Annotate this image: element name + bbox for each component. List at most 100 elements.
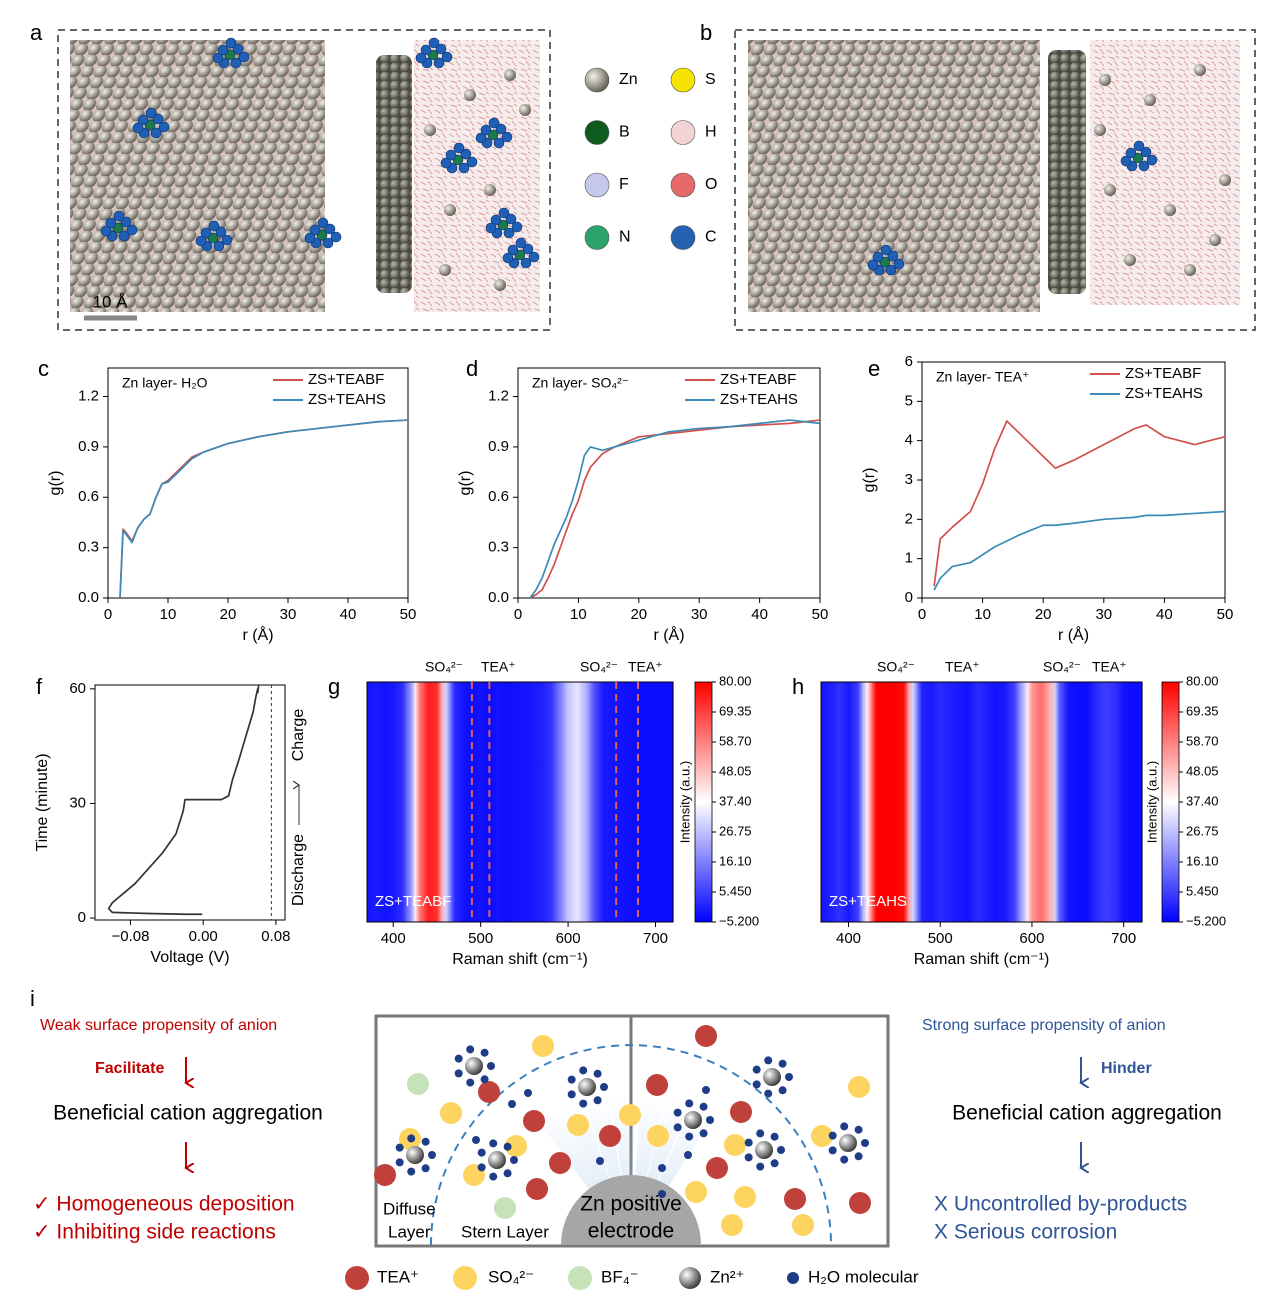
heat-strip bbox=[999, 682, 1010, 922]
colorbar-tick-label: 58.70 bbox=[1186, 733, 1219, 748]
x-tick-label: 400 bbox=[836, 930, 861, 947]
x-axis-label: r (Å) bbox=[653, 625, 684, 644]
plot-frame bbox=[366, 681, 674, 923]
heat-strip bbox=[415, 682, 425, 922]
heat-strip bbox=[1128, 682, 1139, 922]
atom-swatch bbox=[584, 120, 610, 145]
heat-strip bbox=[990, 682, 1001, 922]
legend-swatch bbox=[679, 1267, 701, 1289]
sample-label: ZS+TEABF bbox=[375, 893, 451, 910]
heat-strip bbox=[624, 682, 635, 922]
panel-label: f bbox=[36, 674, 43, 699]
heat-strip bbox=[502, 682, 512, 922]
stern-label: Stern Layer bbox=[461, 1222, 549, 1241]
colorbar-tick-label: 48.05 bbox=[719, 763, 752, 778]
colorbar bbox=[694, 681, 713, 923]
x-tick-label: 20 bbox=[220, 606, 237, 623]
x-tick-label: 40 bbox=[1156, 606, 1173, 623]
heat-strip bbox=[367, 682, 372, 922]
heat-strip bbox=[563, 682, 574, 922]
x-axis-label: Voltage (V) bbox=[150, 949, 229, 966]
x-tick-label: 10 bbox=[570, 606, 587, 623]
x-tick-label: 50 bbox=[812, 606, 829, 623]
electrode bbox=[561, 1175, 701, 1245]
plot-frame bbox=[820, 681, 1143, 923]
zn-slab bbox=[1048, 50, 1086, 294]
x-axis-label: Raman shift (cm⁻¹) bbox=[914, 951, 1050, 968]
y-axis-label: g(r) bbox=[457, 471, 474, 496]
heat-strip bbox=[406, 682, 416, 922]
colorbar-tick-label: 80.00 bbox=[719, 673, 752, 688]
annotation: Discharge bbox=[290, 834, 307, 906]
y-tick-label: 2 bbox=[905, 510, 913, 527]
atom-label: O bbox=[705, 176, 717, 193]
x-axis-label: Raman shift (cm⁻¹) bbox=[452, 951, 588, 968]
atom-label: C bbox=[705, 229, 717, 246]
x-tick-label: 0.00 bbox=[189, 928, 218, 945]
heat-strip bbox=[1045, 682, 1056, 922]
heat-strip bbox=[935, 682, 946, 922]
peak-label: TEA⁺ bbox=[945, 659, 980, 675]
heat-strip bbox=[981, 682, 992, 922]
heat-strip bbox=[581, 682, 591, 922]
diffuse-label: Diffuse bbox=[383, 1199, 436, 1218]
heat-strip bbox=[511, 682, 521, 922]
x-tick-label: 50 bbox=[1217, 606, 1234, 623]
atom-swatch bbox=[670, 225, 696, 250]
heat-strip bbox=[397, 682, 407, 922]
legend-swatch bbox=[568, 1266, 592, 1290]
heat-strip bbox=[458, 682, 469, 922]
legend-label: Zn²⁺ bbox=[710, 1267, 744, 1286]
heat-strip bbox=[871, 682, 882, 922]
x-tick-label: 10 bbox=[160, 606, 177, 623]
y-tick-label: 0.3 bbox=[78, 539, 99, 556]
heat-strip bbox=[441, 682, 451, 922]
y-tick-label: 4 bbox=[905, 432, 913, 449]
plot-frame bbox=[517, 367, 821, 599]
heat-strip bbox=[843, 682, 854, 922]
data-line bbox=[529, 419, 821, 599]
colorbar-tick-label: 37.40 bbox=[719, 793, 752, 808]
atom-legend: Zn S B H F O N C bbox=[584, 67, 717, 250]
legend-label: TEA⁺ bbox=[377, 1267, 419, 1286]
zn-surface bbox=[70, 40, 325, 312]
y-tick-label: 3 bbox=[905, 471, 913, 488]
heat-strip bbox=[546, 682, 556, 922]
peak-label: SO₄²⁻ bbox=[877, 659, 915, 675]
electrolyte bbox=[1090, 40, 1240, 305]
heat-strip bbox=[642, 682, 652, 922]
outcome: ✓ Inhibiting side reactions bbox=[33, 1221, 276, 1244]
heat-strip bbox=[528, 682, 539, 922]
legend-label: ZS+TEAHS bbox=[720, 391, 798, 408]
atom-label: N bbox=[619, 229, 631, 246]
legend-label: BF₄⁻ bbox=[601, 1267, 639, 1286]
heat-strip bbox=[493, 682, 504, 922]
y-tick-label: 0.3 bbox=[488, 539, 509, 556]
heat-strip bbox=[616, 682, 626, 922]
peak-label: SO₄²⁻ bbox=[425, 659, 463, 675]
peak-label: TEA⁺ bbox=[628, 659, 663, 675]
x-tick-label: 400 bbox=[381, 930, 406, 947]
heat-strip bbox=[1064, 682, 1074, 922]
colorbar-tick-label: 26.75 bbox=[1186, 823, 1219, 838]
peak-label: TEA⁺ bbox=[481, 659, 516, 675]
colorbar-tick-label: 80.00 bbox=[1186, 673, 1219, 688]
heat-strip bbox=[1082, 682, 1093, 922]
y-tick-label: 0.9 bbox=[78, 438, 99, 455]
peak-label: TEA⁺ bbox=[1092, 659, 1127, 675]
y-tick-label: 30 bbox=[69, 794, 86, 811]
colorbar-tick-label: 58.70 bbox=[719, 733, 752, 748]
heat-strip bbox=[423, 682, 434, 922]
chart-title: Zn layer- H₂O bbox=[122, 375, 208, 391]
heat-strip bbox=[825, 682, 836, 922]
outcome: X Serious corrosion bbox=[934, 1221, 1117, 1244]
heat-strip bbox=[607, 682, 617, 922]
heat-strip bbox=[953, 682, 964, 922]
outcome: X Uncontrolled by-products bbox=[934, 1193, 1187, 1216]
chart-title: Zn layer- TEA⁺ bbox=[936, 369, 1030, 385]
atom-swatch bbox=[670, 120, 696, 145]
data-line bbox=[119, 419, 409, 599]
panel-label: a bbox=[30, 20, 43, 45]
x-tick-label: 600 bbox=[1019, 930, 1044, 947]
